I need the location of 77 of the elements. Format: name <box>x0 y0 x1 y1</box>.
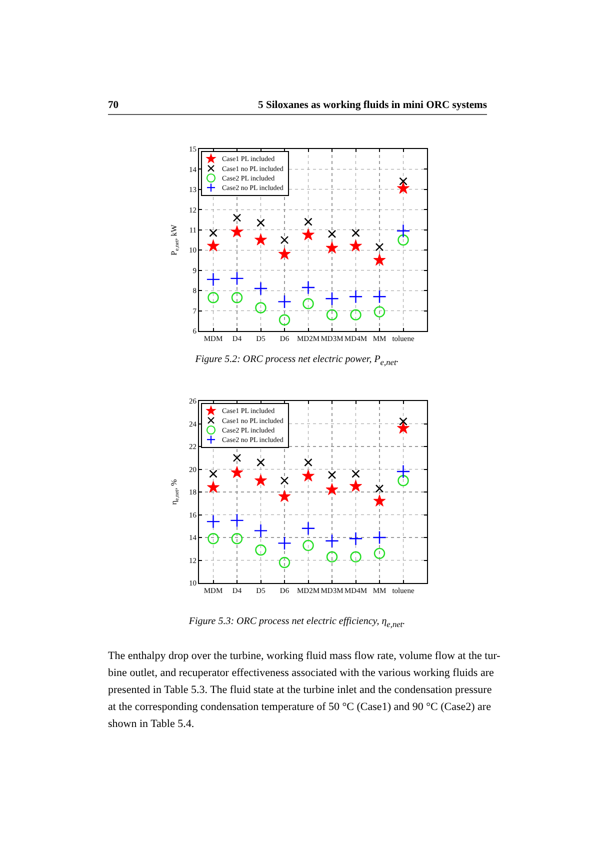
caption: Figure 5.2: ORC process net electric power, P$_{e,net}$. <box>195 353 399 369</box>
point <box>301 522 316 536</box>
point <box>254 524 268 538</box>
point <box>230 272 244 286</box>
point <box>375 484 384 493</box>
point <box>280 236 289 244</box>
point <box>399 177 408 186</box>
point <box>326 483 338 496</box>
point <box>302 228 314 240</box>
point <box>278 536 292 550</box>
point <box>278 556 290 568</box>
point <box>302 298 314 310</box>
point <box>399 417 408 426</box>
point <box>209 228 218 238</box>
point <box>374 548 386 560</box>
point <box>375 242 384 252</box>
point <box>398 475 409 486</box>
point <box>302 540 314 552</box>
point <box>328 470 336 480</box>
point <box>209 470 218 478</box>
point <box>207 240 220 252</box>
point <box>231 533 243 544</box>
caption: Figure 5.3: ORC process net electric efficiency, η$_{e,net}$. <box>188 615 406 631</box>
point <box>373 254 386 266</box>
text: 5 Siloxanes as working fluids in mini ORC systems <box>258 99 487 112</box>
point <box>326 242 338 254</box>
point <box>254 474 267 486</box>
point <box>326 309 338 320</box>
point <box>208 533 219 544</box>
point <box>374 306 386 318</box>
point <box>254 282 268 296</box>
point <box>301 280 316 294</box>
point <box>206 272 220 286</box>
point <box>230 466 244 478</box>
point <box>350 309 362 320</box>
point <box>232 214 242 222</box>
point <box>373 494 386 506</box>
point <box>352 228 360 238</box>
point <box>396 464 410 478</box>
point <box>231 292 243 304</box>
point <box>372 530 386 544</box>
point <box>232 454 242 462</box>
point <box>396 224 410 238</box>
point <box>372 290 386 304</box>
point <box>206 514 220 528</box>
point <box>256 458 265 467</box>
point <box>230 514 244 528</box>
point <box>207 480 220 493</box>
point <box>350 240 362 252</box>
point <box>254 233 267 246</box>
point <box>350 480 362 492</box>
point <box>352 470 360 478</box>
point <box>255 302 266 314</box>
point <box>278 248 291 260</box>
point <box>325 534 339 548</box>
point <box>348 290 363 304</box>
point <box>328 230 336 238</box>
point <box>278 314 290 326</box>
point <box>348 532 363 546</box>
point <box>325 292 339 306</box>
point <box>304 218 312 226</box>
point <box>397 422 410 434</box>
point <box>208 292 219 304</box>
text: 70 <box>108 99 119 112</box>
text: The enthalpy drop over the turbine, working fluid mass flow rate, volume flow at the tur- bine outlet, and recuperator effectiveness associated with the various working fluids are presented in Table 5.3. The fluid state at the turbine inlet and the condensation pressure at the corresponding condensation temperature of 50 °C (Case1) and 90 °C (Case2) are shown in Table 5.4. <box>108 649 500 732</box>
point <box>278 490 291 502</box>
point <box>278 294 292 309</box>
point <box>397 182 410 194</box>
point <box>350 551 362 562</box>
point <box>302 470 314 482</box>
point <box>326 551 338 562</box>
point <box>230 225 244 238</box>
point <box>255 544 266 556</box>
point <box>280 476 289 485</box>
point <box>398 234 409 246</box>
point <box>256 218 265 227</box>
point <box>304 458 312 467</box>
